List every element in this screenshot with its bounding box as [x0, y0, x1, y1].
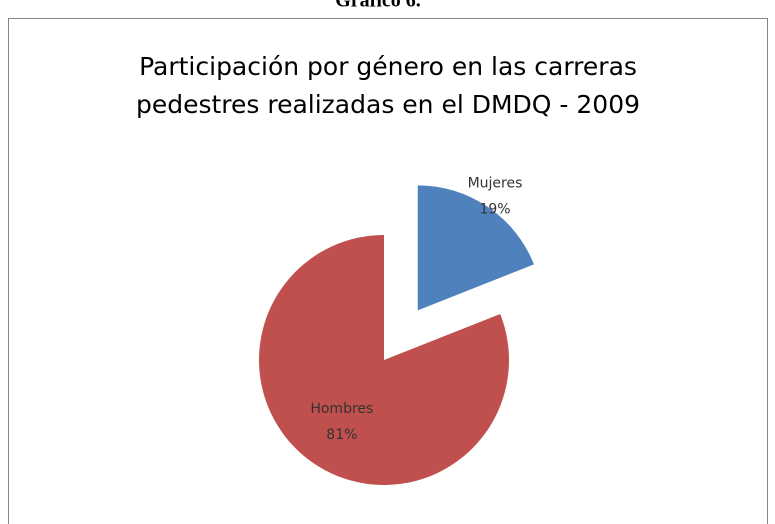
slice-label: Hombres	[310, 401, 373, 417]
heading: Gráfico 6.	[335, 0, 421, 12]
slice-value: 19%	[479, 202, 510, 218]
chart-title: pedestres realizadas en el DMDQ - 2009	[136, 90, 640, 119]
slice-value: 81%	[326, 427, 357, 443]
slice-label: Mujeres	[468, 176, 523, 192]
chart-title: Participación por género en las carreras	[139, 52, 637, 81]
pie-slice	[259, 235, 509, 485]
pie-slice	[417, 185, 534, 311]
